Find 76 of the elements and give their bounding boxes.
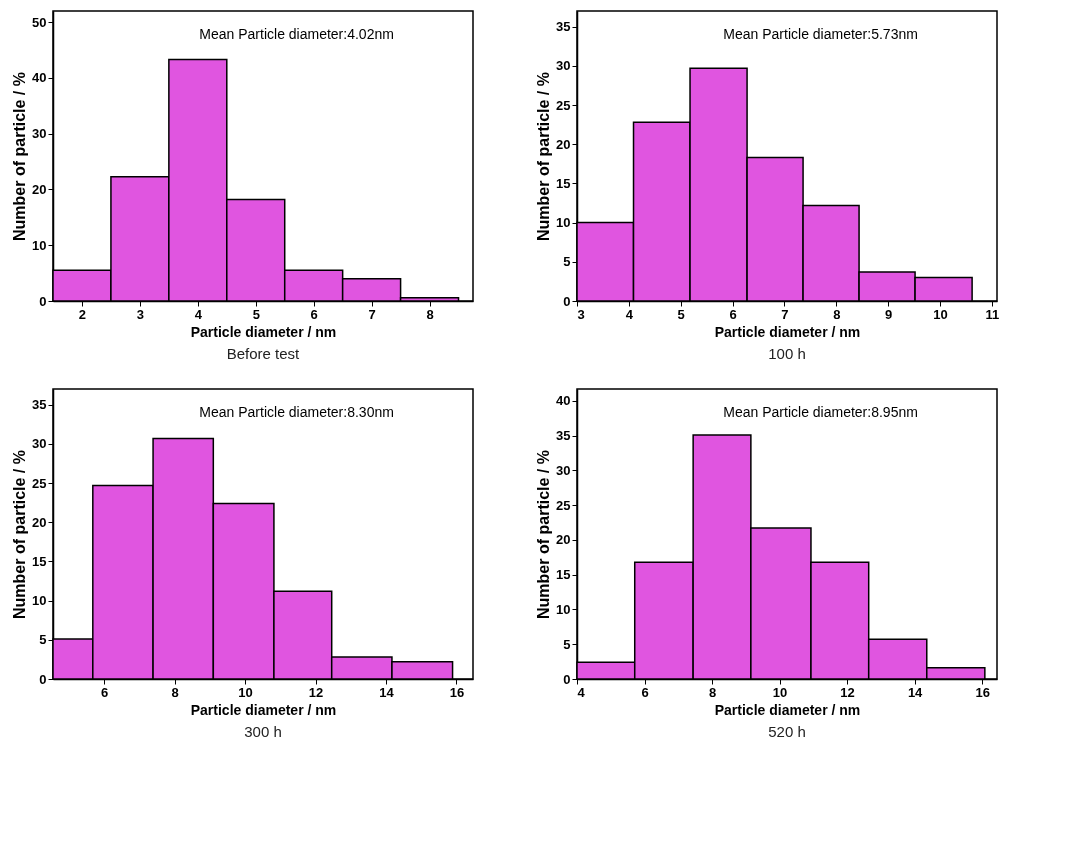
x-tick-label: 16 (449, 684, 465, 700)
y-tick-label: 0 (563, 671, 571, 687)
x-tick-label: 4 (625, 306, 634, 322)
y-tick-label: 30 (32, 126, 47, 142)
y-axis-title: Number of particle / % (11, 450, 29, 619)
y-tick-label: 20 (556, 532, 571, 548)
x-tick-label: 8 (171, 684, 179, 700)
x-tick-label: 16 (975, 684, 990, 700)
x-tick-label: 7 (781, 306, 789, 322)
y-tick-label: 50 (32, 14, 47, 30)
y-tick-label: 5 (39, 632, 47, 648)
y-tick-label: 0 (39, 671, 47, 687)
text: 520 h (768, 723, 806, 740)
y-tick-label: 15 (556, 567, 571, 583)
x-tick-label: 10 (933, 306, 948, 322)
y-tick-label: 30 (556, 462, 571, 478)
annotation: Mean Particle diameter:8.30nm (199, 404, 394, 420)
x-axis-title: Particle diameter / nm (714, 701, 861, 718)
y-axis-title: Number of particle / % (535, 72, 553, 241)
y-tick-label: 25 (556, 97, 571, 113)
y-axis-title: Number of particle / % (11, 72, 29, 241)
x-tick-label: 8 (833, 306, 841, 322)
y-tick-label: 35 (556, 428, 571, 444)
y-tick-label: 20 (556, 136, 571, 152)
y-tick-label: 35 (32, 397, 47, 413)
x-tick-label: 6 (641, 684, 649, 700)
y-tick-label: 30 (32, 436, 47, 452)
x-tick-label: 8 (426, 306, 434, 322)
y-tick-label: 15 (32, 553, 47, 569)
annotation: Mean Particle diameter:4.02nm (199, 26, 394, 42)
y-tick-label: 20 (32, 181, 47, 197)
x-tick-label: 10 (772, 684, 788, 700)
x-tick-label: 6 (310, 306, 318, 322)
y-tick-label: 10 (32, 593, 47, 609)
x-axis-title: Particle diameter / nm (190, 701, 337, 718)
y-tick-label: 35 (556, 19, 571, 35)
y-tick-label: 5 (563, 254, 571, 270)
y-tick-label: 10 (32, 237, 47, 253)
y-tick-label: 0 (563, 293, 571, 309)
x-tick-label: 6 (729, 306, 737, 322)
x-tick-label: 10 (238, 684, 253, 700)
y-tick-label: 40 (32, 70, 47, 86)
x-axis-title: Particle diameter / nm (714, 323, 861, 340)
x-tick-label: 7 (368, 306, 376, 322)
y-tick-label: 20 (32, 514, 47, 530)
y-tick-label: 10 (556, 601, 571, 617)
text: Before test (226, 345, 301, 362)
text: 100 h (768, 345, 806, 362)
x-tick-label: 3 (577, 306, 585, 322)
y-tick-label: 30 (556, 58, 571, 74)
x-tick-label: 14 (907, 684, 924, 700)
y-tick-label: 40 (556, 393, 571, 409)
x-tick-label: 9 (884, 306, 893, 322)
x-tick-label: 4 (577, 684, 586, 700)
x-tick-label: 6 (100, 684, 109, 700)
x-axis-title: Particle diameter / nm (190, 323, 337, 340)
y-tick-label: 15 (556, 175, 571, 191)
y-axis-title: Number of particle / % (535, 450, 553, 619)
y-tick-label: 25 (32, 475, 47, 491)
x-tick-label: 3 (136, 306, 145, 322)
y-tick-label: 5 (563, 636, 571, 652)
y-tick-label: 25 (556, 497, 571, 513)
x-tick-label: 5 (677, 306, 685, 322)
x-tick-label: 8 (708, 684, 717, 700)
x-tick-label: 14 (379, 684, 395, 700)
annotation: Mean Particle diameter:8.95nm (723, 404, 918, 420)
text: 300 h (244, 723, 282, 740)
x-tick-label: 12 (308, 684, 324, 700)
y-tick-label: 10 (556, 215, 571, 231)
x-tick-label: 5 (252, 306, 260, 322)
y-tick-label: 0 (39, 293, 47, 309)
x-tick-label: 12 (840, 684, 855, 700)
x-tick-label: 11 (985, 306, 1000, 322)
x-tick-label: 4 (194, 306, 203, 322)
x-tick-label: 2 (78, 306, 87, 322)
annotation: Mean Particle diameter:5.73nm (723, 26, 918, 42)
